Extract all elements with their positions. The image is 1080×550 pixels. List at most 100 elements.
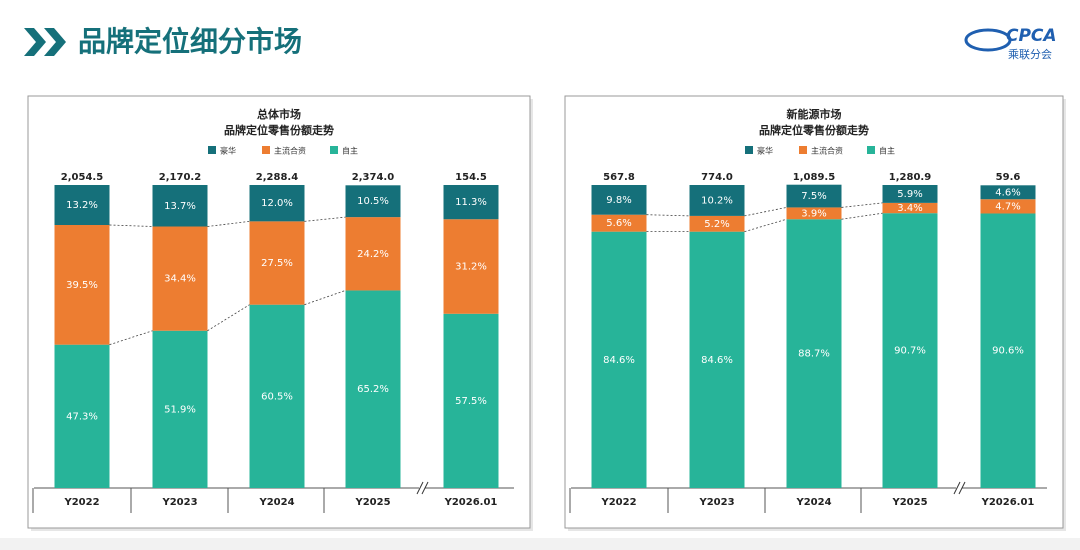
bar-segment xyxy=(249,221,305,305)
data-label: 27.5% xyxy=(261,258,293,269)
axis-break xyxy=(421,481,429,495)
total-label: 2,374.0 xyxy=(352,172,394,183)
data-label: 24.2% xyxy=(357,249,389,260)
connector xyxy=(744,218,787,233)
data-label: 90.7% xyxy=(894,346,926,357)
bar-segment xyxy=(591,214,647,232)
total-label: 1,280.9 xyxy=(889,172,931,183)
total-label: 2,054.5 xyxy=(61,172,103,183)
axis-break-gap xyxy=(419,482,425,494)
chevron xyxy=(44,28,66,56)
data-label: 3.4% xyxy=(897,203,922,214)
data-label: 13.2% xyxy=(66,200,98,211)
data-label: 60.5% xyxy=(261,391,293,402)
total-label: 2,288.4 xyxy=(256,172,298,183)
axis-break xyxy=(958,481,966,495)
legend-swatch xyxy=(208,146,216,154)
legend-swatch xyxy=(867,146,875,154)
bar-segment xyxy=(689,231,745,489)
total-label: 567.8 xyxy=(603,172,635,183)
legend-swatch xyxy=(330,146,338,154)
legend-swatch xyxy=(799,146,807,154)
connector xyxy=(841,212,883,220)
data-label: 5.9% xyxy=(897,189,922,200)
data-label: 84.6% xyxy=(701,355,733,366)
bar-segment xyxy=(152,185,208,227)
bar-segment xyxy=(980,213,1036,488)
x-tick-label: Y2022 xyxy=(600,497,636,508)
connector xyxy=(304,216,346,222)
bar-segment xyxy=(443,185,499,220)
chart-subtitle: 品牌定位零售份额走势 xyxy=(224,123,334,137)
legend-swatch xyxy=(262,146,270,154)
bar-segment xyxy=(443,219,499,314)
data-label: 9.8% xyxy=(606,195,631,206)
data-label: 12.0% xyxy=(261,198,293,209)
bar-segment xyxy=(882,213,938,488)
total-label: 2,170.2 xyxy=(159,172,201,183)
bar-segment xyxy=(54,185,110,225)
chart-title: 新能源市场 xyxy=(787,107,842,121)
total-label: 774.0 xyxy=(701,172,733,183)
x-tick-label: Y2024 xyxy=(795,497,831,508)
bar-segment xyxy=(152,226,208,331)
bar-segment xyxy=(689,185,745,216)
connector xyxy=(207,304,250,332)
chevron xyxy=(24,28,46,56)
data-label: 57.5% xyxy=(455,396,487,407)
bar-segment xyxy=(443,313,499,488)
data-label: 51.9% xyxy=(164,404,196,415)
data-label: 5.6% xyxy=(606,218,631,229)
connector xyxy=(304,290,346,306)
data-label: 10.2% xyxy=(701,195,733,206)
bar-segment xyxy=(54,344,110,488)
bar-segment xyxy=(249,304,305,488)
data-label: 34.4% xyxy=(164,274,196,285)
legend-label: 豪华 xyxy=(220,146,236,156)
footer-strip xyxy=(0,538,1080,550)
connector xyxy=(841,202,883,208)
x-tick-label: Y2026.01 xyxy=(981,497,1035,508)
axis-break xyxy=(416,481,424,495)
bar-segment xyxy=(152,330,208,488)
connector xyxy=(109,224,153,227)
total-label: 59.6 xyxy=(996,172,1021,183)
legend-label: 主流合资 xyxy=(811,146,843,156)
x-tick-label: Y2023 xyxy=(698,497,734,508)
bar-segment xyxy=(249,185,305,222)
connector xyxy=(109,330,153,346)
data-label: 3.9% xyxy=(801,208,826,219)
logo-mark xyxy=(964,28,1012,52)
data-label: 39.5% xyxy=(66,280,98,291)
data-label: 7.5% xyxy=(801,191,826,202)
logo: CPCA xyxy=(1006,26,1057,46)
legend-label: 豪华 xyxy=(757,146,773,156)
x-tick-label: Y2026.01 xyxy=(444,497,498,508)
chart-title: 总体市场 xyxy=(257,107,301,121)
data-label: 84.6% xyxy=(603,355,635,366)
bar-segment xyxy=(786,184,842,208)
bar-segment xyxy=(345,290,401,488)
data-label: 5.2% xyxy=(704,219,729,230)
data-label: 90.6% xyxy=(992,346,1024,357)
total-label: 1,089.5 xyxy=(793,172,835,183)
data-label: 88.7% xyxy=(798,349,830,360)
connector xyxy=(207,220,250,227)
bar-segment xyxy=(54,224,110,345)
data-label: 11.3% xyxy=(455,197,487,208)
bar-segment xyxy=(345,185,401,218)
total-label: 154.5 xyxy=(455,172,487,183)
bar-segment xyxy=(980,185,1036,200)
data-label: 4.6% xyxy=(995,187,1020,198)
legend-label: 自主 xyxy=(342,146,358,156)
page-title: 品牌定位细分市场 xyxy=(78,25,302,58)
data-label: 31.2% xyxy=(455,262,487,273)
data-label: 10.5% xyxy=(357,196,389,207)
bar-segment xyxy=(882,202,938,214)
bar-segment xyxy=(980,199,1036,214)
x-tick-label: Y2025 xyxy=(354,497,390,508)
bar-segment xyxy=(591,185,647,215)
bar-segment xyxy=(689,215,745,232)
legend-swatch xyxy=(745,146,753,154)
